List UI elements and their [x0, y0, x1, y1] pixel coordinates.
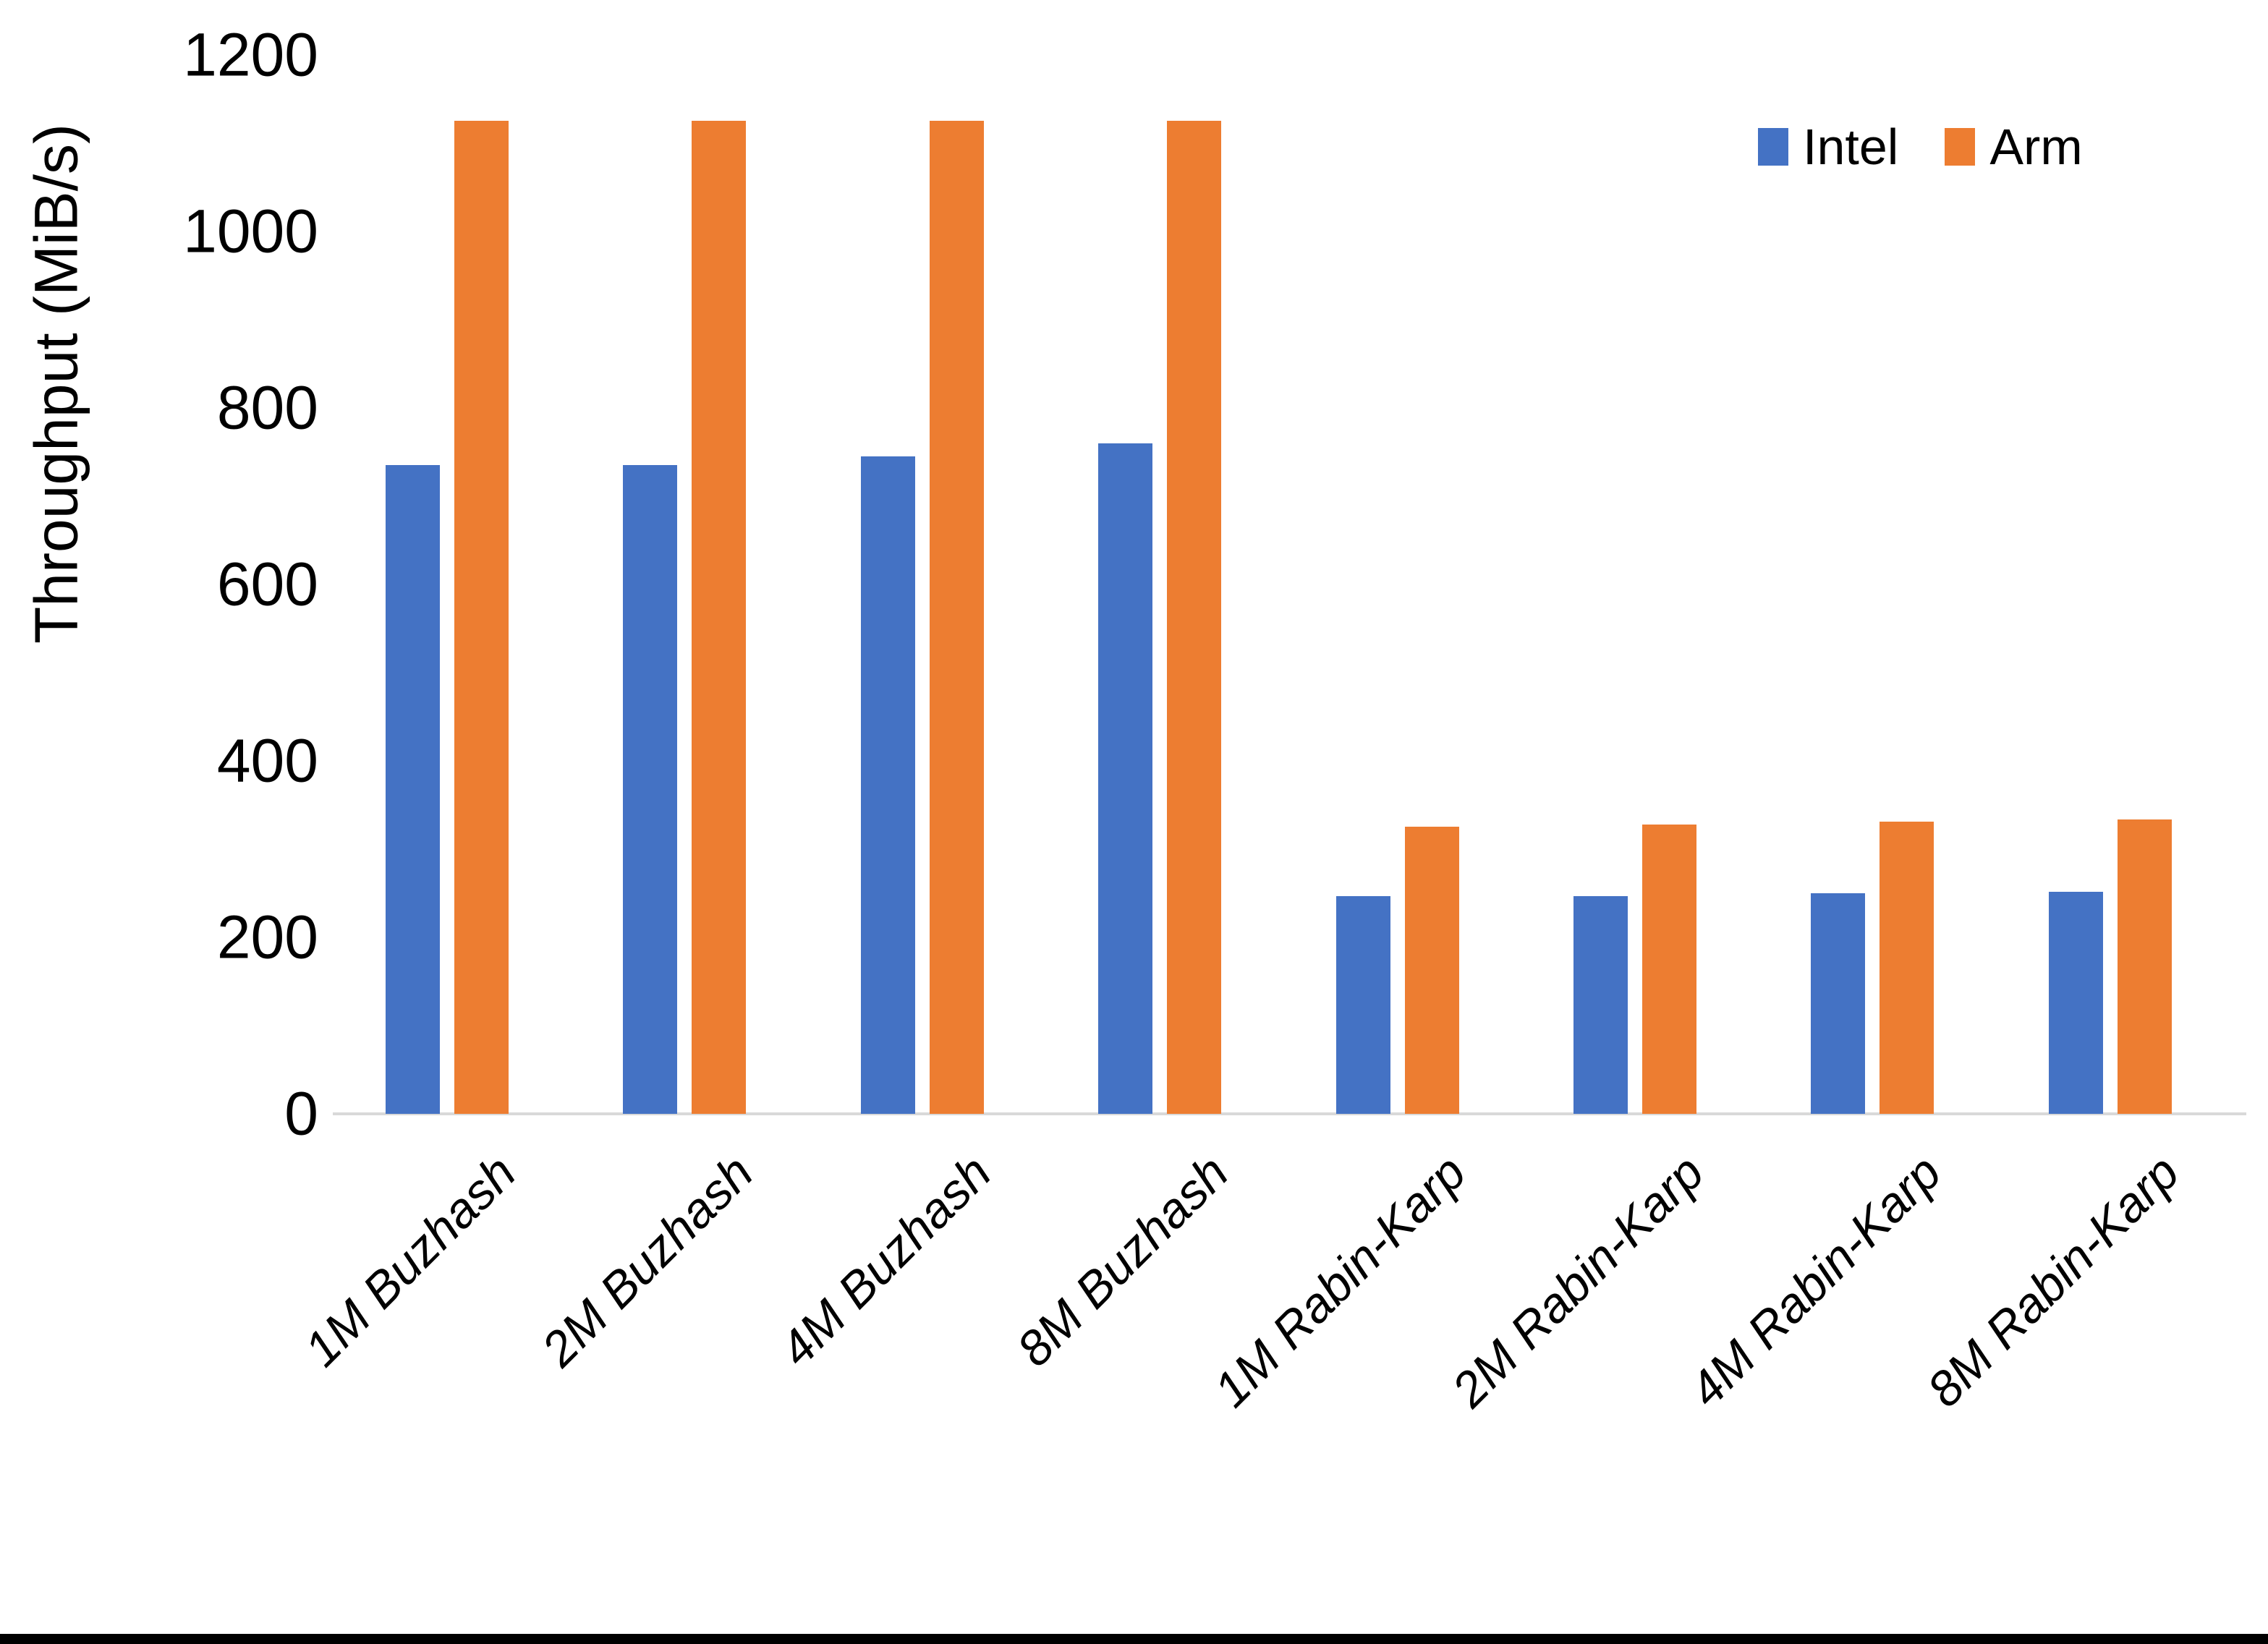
bar-intel: [1811, 893, 1865, 1114]
y-tick-label: 400: [216, 726, 318, 795]
bar-arm: [2118, 819, 2172, 1114]
legend-item-intel: Intel: [1758, 122, 1898, 172]
bar-arm: [1880, 822, 1934, 1114]
bar-intel: [386, 465, 440, 1114]
legend-label: Intel: [1803, 119, 1899, 175]
legend-label: Arm: [1989, 119, 2083, 175]
legend: Intel Arm: [1758, 122, 2083, 172]
y-tick-label: 800: [216, 373, 318, 442]
bar-intel: [1098, 443, 1152, 1114]
bottom-border-strip: [0, 1634, 2268, 1644]
x-tick-label: 1M Rabin-Karp: [1203, 1144, 1477, 1418]
bar-intel: [1336, 896, 1390, 1114]
bar-intel: [861, 456, 915, 1114]
y-tick-label: 1000: [183, 197, 318, 265]
bar-intel: [2049, 892, 2103, 1114]
legend-swatch-icon: [1945, 128, 1976, 166]
x-tick-label: 2M Rabin-Karp: [1441, 1144, 1715, 1418]
x-axis-line: [333, 1112, 2246, 1115]
x-tick-label: 8M Rabin-Karp: [1916, 1144, 2190, 1418]
x-tick-label: 4M Buzhash: [769, 1144, 1002, 1377]
bar-intel: [1573, 896, 1628, 1114]
bar-arm: [1167, 121, 1221, 1114]
bar-arm: [930, 121, 984, 1114]
y-tick-label: 600: [216, 550, 318, 618]
bar-arm: [454, 121, 509, 1114]
x-tick-label: 2M Buzhash: [531, 1144, 764, 1377]
x-tick-label: 1M Buzhash: [294, 1144, 527, 1377]
bar-arm: [1405, 827, 1459, 1114]
bar-intel: [623, 465, 677, 1114]
y-tick-label: 200: [216, 903, 318, 971]
x-tick-label: 4M Rabin-Karp: [1678, 1144, 1952, 1418]
y-tick-label: 1200: [183, 20, 318, 89]
legend-item-arm: Arm: [1945, 119, 2083, 175]
y-tick-label: 0: [284, 1079, 318, 1148]
legend-swatch-icon: [1758, 128, 1788, 166]
x-tick-label: 8M Buzhash: [1006, 1144, 1239, 1377]
bar-arm: [692, 121, 746, 1114]
bar-arm: [1642, 825, 1696, 1114]
